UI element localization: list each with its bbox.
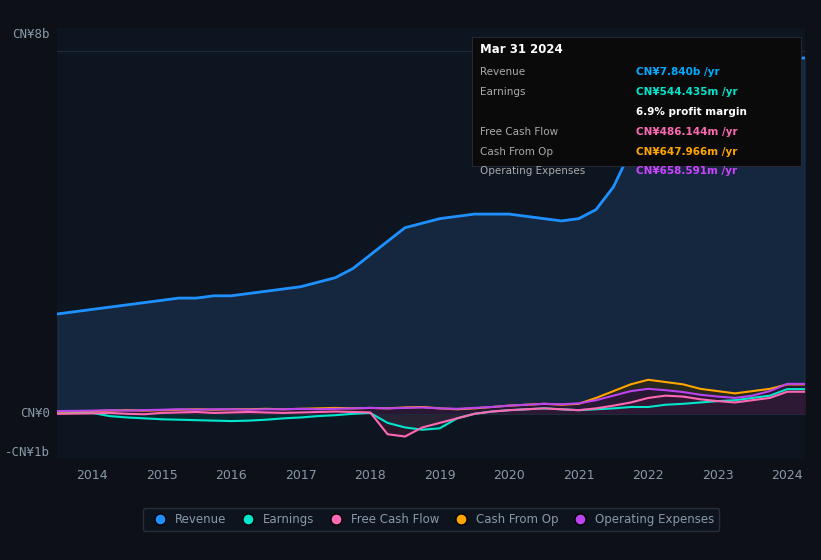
Text: CN¥658.591m /yr: CN¥658.591m /yr <box>636 166 737 176</box>
Text: CN¥486.144m /yr: CN¥486.144m /yr <box>636 127 738 137</box>
Text: Revenue: Revenue <box>479 67 525 77</box>
Text: CN¥647.966m /yr: CN¥647.966m /yr <box>636 147 738 157</box>
Text: Mar 31 2024: Mar 31 2024 <box>479 43 562 56</box>
Text: CN¥544.435m /yr: CN¥544.435m /yr <box>636 87 738 97</box>
Text: Cash From Op: Cash From Op <box>479 147 553 157</box>
Text: CN¥7.840b /yr: CN¥7.840b /yr <box>636 67 720 77</box>
Text: Operating Expenses: Operating Expenses <box>479 166 585 176</box>
Legend: Revenue, Earnings, Free Cash Flow, Cash From Op, Operating Expenses: Revenue, Earnings, Free Cash Flow, Cash … <box>143 508 719 531</box>
Text: Earnings: Earnings <box>479 87 525 97</box>
Text: -CN¥1b: -CN¥1b <box>5 446 50 459</box>
FancyBboxPatch shape <box>472 36 800 166</box>
Text: Free Cash Flow: Free Cash Flow <box>479 127 557 137</box>
Text: CN¥8b: CN¥8b <box>12 28 50 41</box>
Text: CN¥0: CN¥0 <box>20 407 50 421</box>
Text: 6.9% profit margin: 6.9% profit margin <box>636 107 747 117</box>
